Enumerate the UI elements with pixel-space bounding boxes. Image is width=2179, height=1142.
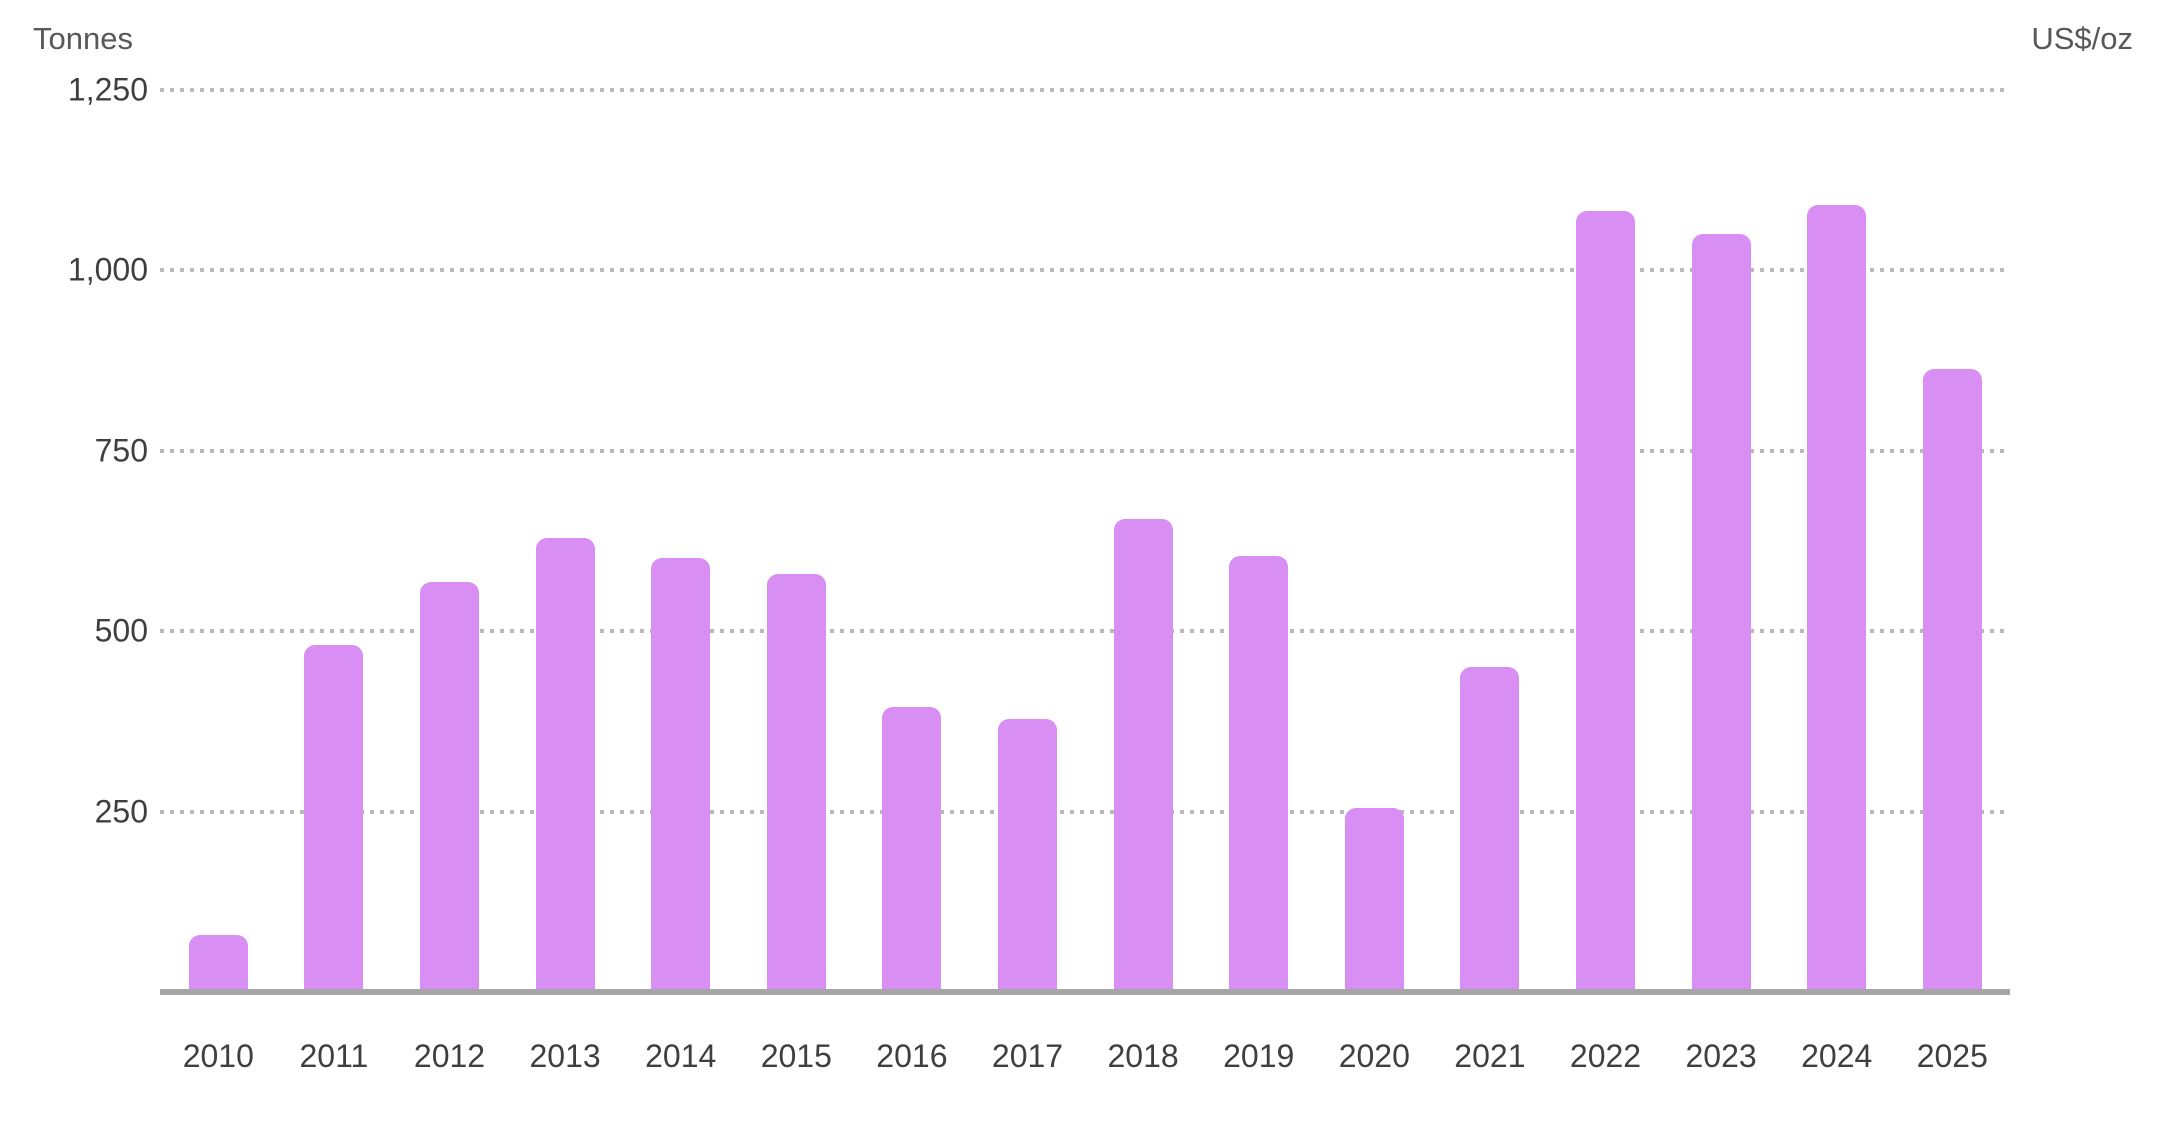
x-tick-label-2013: 2013 — [529, 1038, 601, 1074]
bar-2014 — [651, 558, 711, 993]
bar-2011 — [304, 645, 364, 993]
x-tick-label-2011: 2011 — [299, 1038, 369, 1074]
x-tick-label-2012: 2012 — [413, 1038, 486, 1074]
y-tick-label-1250: 1,250 — [67, 71, 148, 108]
x-tick-label-2018: 2018 — [1107, 1038, 1179, 1074]
x-tick-label-2022: 2022 — [1569, 1038, 1642, 1074]
bar-2010 — [188, 935, 248, 993]
y-tick-label-1000: 1,000 — [67, 251, 148, 288]
bar-2021 — [1460, 667, 1520, 993]
gridline-750 — [160, 448, 2010, 453]
left-axis-title: Tonnes — [33, 21, 133, 56]
bar-2022 — [1576, 211, 1635, 993]
x-axis-line — [160, 989, 2010, 995]
right-axis-title: US$/oz — [2031, 21, 2133, 56]
bar-2016 — [882, 707, 942, 993]
bar-2019 — [1229, 555, 1289, 993]
x-tick-label-2016: 2016 — [876, 1038, 948, 1074]
x-tick-label-2010: 2010 — [182, 1038, 254, 1074]
gridline-1250 — [160, 88, 2010, 92]
bar-2015 — [766, 573, 826, 993]
x-tick-label-2019: 2019 — [1223, 1038, 1295, 1074]
x-tick-label-2025: 2025 — [1916, 1038, 1988, 1074]
bar-2020 — [1344, 808, 1404, 993]
bar-2024 — [1807, 205, 1867, 993]
y-tick-label-250: 250 — [94, 793, 148, 830]
x-tick-label-2017: 2017 — [991, 1038, 1064, 1074]
bar-2023 — [1691, 234, 1751, 993]
y-tick-label-500: 500 — [94, 612, 148, 649]
x-tick-label-2024: 2024 — [1801, 1038, 1873, 1074]
bar-2013 — [535, 538, 595, 993]
bar-2018 — [1113, 518, 1173, 993]
gridline-500 — [160, 629, 2010, 634]
bar-2012 — [420, 581, 479, 993]
x-tick-label-2023: 2023 — [1685, 1038, 1757, 1074]
x-tick-label-2020: 2020 — [1338, 1038, 1410, 1074]
bar-2017 — [998, 718, 1057, 993]
x-tick-label-2014: 2014 — [645, 1038, 717, 1074]
gridline-250 — [160, 809, 2010, 814]
bar-2025 — [1922, 369, 1982, 993]
y-tick-label-750: 750 — [94, 432, 148, 469]
x-tick-label-2015: 2015 — [760, 1038, 832, 1074]
x-tick-label-2021: 2021 — [1454, 1038, 1526, 1074]
gridline-1000 — [160, 268, 2010, 273]
